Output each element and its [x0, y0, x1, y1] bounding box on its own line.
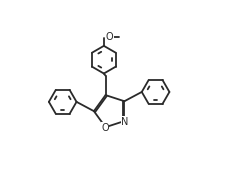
Text: N: N — [121, 117, 129, 126]
Text: O: O — [101, 123, 109, 133]
Text: O: O — [106, 32, 113, 42]
